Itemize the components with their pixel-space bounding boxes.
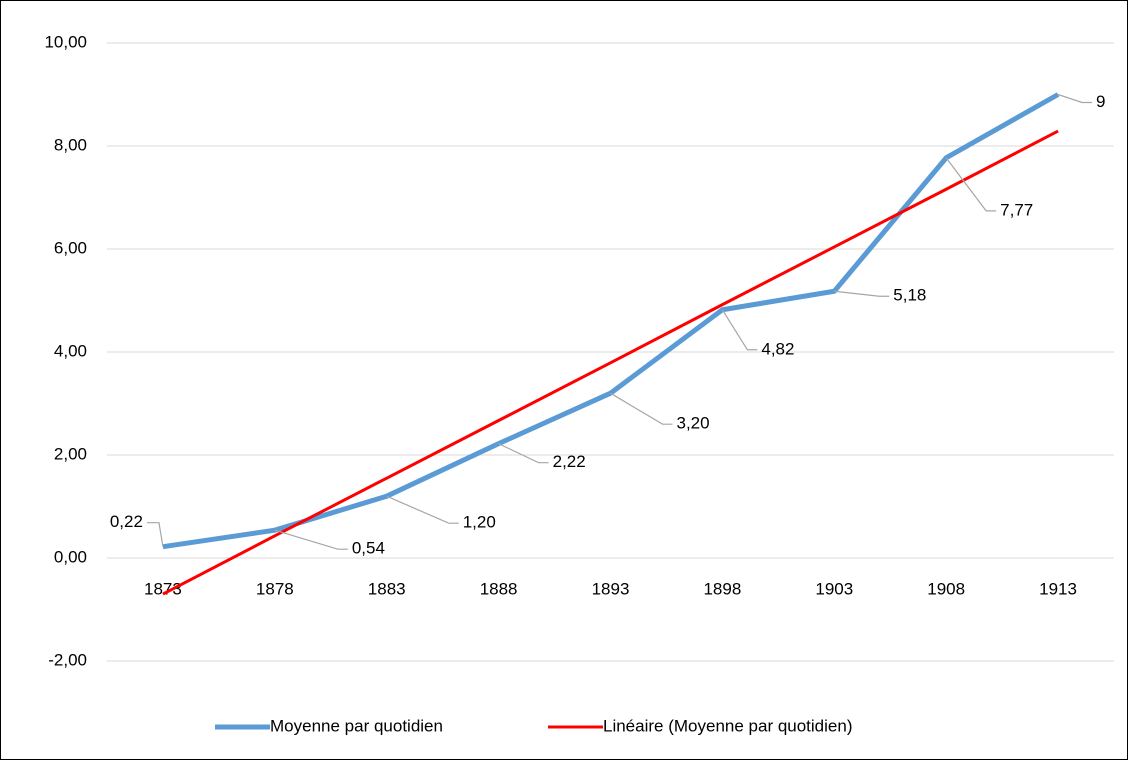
leader-line [945,157,997,212]
trend-line [162,129,1059,596]
data-label: 2,22 [553,452,586,471]
leader-line [1057,93,1093,104]
legend-label: Moyenne par quotidien [270,716,443,735]
data-label: 5,18 [893,286,926,305]
leader-line [498,443,549,464]
y-tick-label: 10,00 [44,32,87,51]
y-tick-label: 2,00 [54,444,87,463]
data-label: 0,54 [352,539,385,558]
data-label: 1,20 [463,513,496,532]
data-label: 9 [1096,92,1105,111]
x-tick-label: 1903 [815,579,853,598]
leader-line [834,290,890,297]
legend-label: Linéaire (Moyenne par quotidien) [603,716,853,735]
x-tick-label: 1883 [368,579,406,598]
y-tick-label: 0,00 [54,547,87,566]
data-label: 0,22 [110,512,143,531]
x-tick-label: 1878 [256,579,294,598]
leader-line [721,309,758,351]
y-tick-label: 6,00 [54,238,87,257]
x-tick-label: 1873 [144,579,182,598]
data-label: 4,82 [761,339,794,358]
x-tick-label: 1893 [592,579,630,598]
y-tick-label: -2,00 [48,650,87,669]
leader-line [386,495,459,524]
leader-line [274,529,348,550]
data-label: 3,20 [677,414,710,433]
leader-line [610,392,673,425]
x-tick-label: 1913 [1039,579,1077,598]
data-label: 7,77 [1000,200,1033,219]
x-tick-label: 1888 [480,579,518,598]
leader-line [146,522,164,547]
x-tick-label: 1898 [703,579,741,598]
x-tick-label: 1908 [927,579,965,598]
y-tick-label: 8,00 [54,135,87,154]
y-tick-label: 4,00 [54,341,87,360]
